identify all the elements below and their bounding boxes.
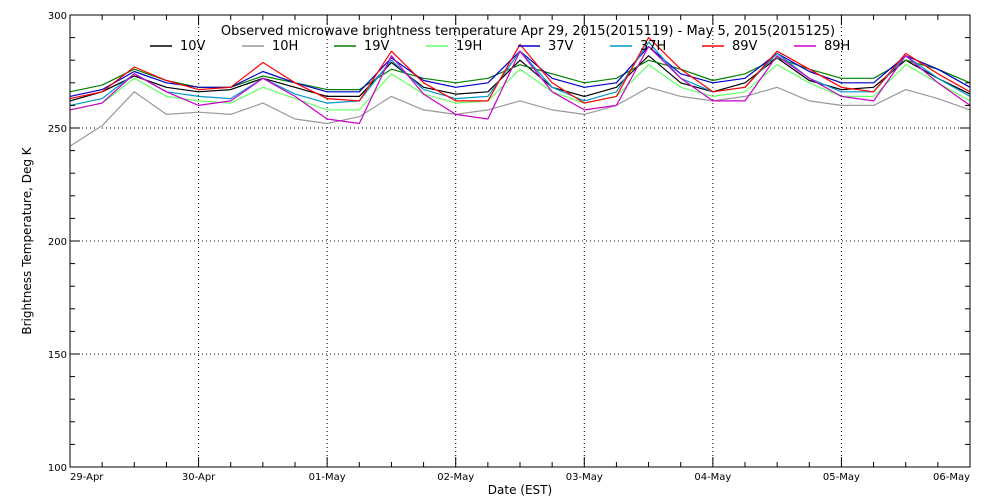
legend-label-37h: 37H: [640, 39, 666, 54]
y-tick-label: 150: [48, 350, 67, 361]
legend-label-10h: 10H: [272, 39, 298, 54]
y-tick-label: 200: [48, 237, 67, 248]
y-tick-label: 300: [48, 11, 67, 22]
x-tick-label: 06-May: [933, 472, 970, 483]
legend-label-19v: 19V: [364, 39, 390, 54]
legend-label-37v: 37V: [548, 39, 574, 54]
y-axis-title: Brightness Temperature, Deg K: [20, 146, 34, 334]
series-line-89v: [69, 36, 971, 104]
x-tick-label: 29-Apr: [70, 472, 104, 483]
chart-title: Observed microwave brightness temperatur…: [221, 24, 835, 39]
x-axis-title: Date (EST): [488, 483, 552, 497]
legend-label-10v: 10V: [180, 39, 206, 54]
legend: 10V 10H 19V 19H 37V 37H 89V 89H: [150, 39, 850, 54]
legend-label-19h: 19H: [456, 39, 482, 54]
series-line-10h: [69, 86, 971, 147]
grid-lines: [70, 15, 970, 467]
x-tick-label: 05-May: [823, 472, 860, 483]
x-tick-label: 30-Apr: [182, 472, 216, 483]
x-tick-label: 02-May: [437, 472, 474, 483]
x-tick-label: 01-May: [309, 472, 346, 483]
y-tick-label: 250: [48, 124, 67, 135]
legend-label-89h: 89H: [824, 39, 850, 54]
x-tick-label: 04-May: [694, 472, 731, 483]
series-line-10v: [69, 55, 971, 102]
axis-ticks: 100 150 200 250 300 29-Apr 30-Apr 01-May 02-May 0…: [48, 11, 971, 483]
legend-label-89v: 89V: [732, 39, 758, 54]
y-tick-label: 100: [48, 463, 67, 474]
x-tick-label: 03-May: [566, 472, 603, 483]
series-lines: [69, 36, 971, 147]
series-line-89h: [69, 45, 971, 125]
